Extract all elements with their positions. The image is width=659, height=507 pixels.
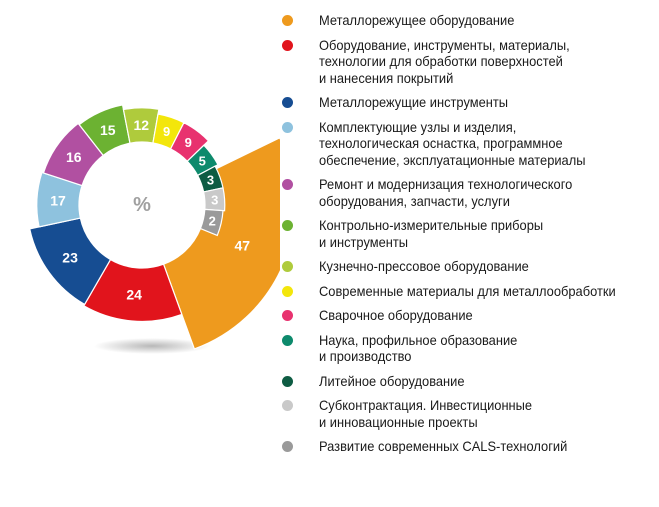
slice-value-label: 16 (66, 149, 82, 165)
legend-dot-icon (282, 97, 293, 108)
legend-dot-icon (282, 179, 293, 190)
legend-label-line: Литейное оборудование (319, 372, 465, 389)
slice-value-label: 47 (234, 237, 250, 253)
pie-slice (186, 144, 219, 177)
legend-dot-icon (282, 285, 293, 297)
legend-item: Развитие современных CALS-технологий (282, 438, 654, 455)
legend-label-line: Субконтрактация. Инвестиционные (319, 397, 533, 413)
legend: Металлорежущее оборудование Оборудование,… (282, 12, 654, 463)
slice-value-label: 9 (163, 124, 170, 139)
pie-slice (28, 217, 112, 306)
slice-value-label: 3 (207, 173, 214, 188)
legend-item: Современные материалы для металлообработ… (282, 283, 654, 300)
pie-slice (42, 122, 105, 187)
pie-slice (82, 258, 183, 322)
legend-label-line: оборудования, запчасти, услуги (319, 192, 510, 209)
pie-slice (169, 121, 210, 163)
legend-dot-icon (282, 121, 293, 133)
legend-item: Комплектующие узлы и изделия, технологиче… (282, 119, 654, 169)
legend-dot-icon (282, 400, 293, 411)
pie-slice (122, 107, 160, 144)
legend-label-line: Оборудование, инструменты, материалы, (319, 36, 570, 53)
legend-label-line: технологическая оснастка, программное (319, 135, 563, 151)
pie-slice (199, 208, 224, 237)
slice-value-label: 17 (50, 193, 66, 209)
legend-label-line: Ремонт и модернизация технологического (319, 176, 573, 192)
legend-label-line: и инновационные проекты (319, 413, 478, 430)
legend-item: Оборудование, инструменты, материалы, тех… (282, 37, 654, 87)
legend-item: Металлорежущее оборудование (282, 12, 654, 29)
legend-dot-icon (282, 441, 293, 452)
slice-value-label: 3 (211, 192, 218, 207)
legend-dot-icon (282, 334, 293, 346)
legend-dot-icon (282, 310, 293, 321)
pie-slice (78, 104, 131, 157)
legend-label-line: Металлорежущее оборудование (319, 12, 515, 28)
slice-value-label: 23 (62, 249, 78, 265)
pie-slice (162, 137, 280, 350)
legend-label-line: Контрольно-измерительные приборы (319, 217, 544, 233)
legend-item: Субконтрактация. Инвестиционные и инновац… (282, 397, 654, 430)
legend-dot-icon (282, 220, 293, 231)
slice-value-label: 24 (126, 286, 142, 302)
legend-label-line: Наука, профильное образование (319, 331, 518, 348)
legend-label-line: Кузнечно-прессовое оборудование (319, 258, 529, 274)
legend-item: Наука, профильное образование и производс… (282, 332, 654, 365)
legend-label-line: и производство (319, 348, 412, 364)
legend-dot-icon (282, 375, 293, 387)
legend-label-line: Металлорежущие инструменты (319, 94, 509, 110)
legend-label-line: Современные материалы для металлообработ… (319, 282, 616, 299)
slice-value-label: 9 (185, 135, 192, 150)
legend-item: Литейное оборудование (282, 373, 654, 390)
legend-dot-icon (282, 15, 293, 26)
slice-value-label: 5 (199, 154, 206, 169)
center-label: % (133, 194, 151, 216)
legend-label-line: Сварочное оборудование (319, 307, 473, 323)
pie-slice (36, 171, 83, 228)
legend-label-line: Развитие современных CALS-технологий (319, 438, 568, 454)
legend-label-line: технологии для обработки поверхностей (319, 53, 563, 69)
legend-item: Кузнечно-прессовое оборудование (282, 258, 654, 275)
legend-item: Ремонт и модернизация технологического об… (282, 176, 654, 209)
slice-value-label: 15 (100, 122, 116, 138)
legend-item: Контрольно-измерительные приборы и инстру… (282, 217, 654, 250)
legend-item: Металлорежущие инструменты (282, 94, 654, 111)
legend-item: Сварочное оборудование (282, 307, 654, 324)
legend-label-line: и нанесения покрытий (319, 69, 454, 86)
legend-label-line: обеспечение, эксплуатационные материалы (319, 151, 586, 168)
slice-value-label: 12 (134, 117, 150, 133)
legend-dot-icon (282, 39, 293, 51)
legend-label-line: Комплектующие узлы и изделия, (319, 118, 517, 135)
chart-shadow (94, 338, 210, 354)
slice-value-label: 2 (209, 214, 216, 229)
pie-slice (202, 187, 226, 212)
legend-dot-icon (282, 261, 293, 272)
legend-label-line: и инструменты (319, 233, 409, 250)
